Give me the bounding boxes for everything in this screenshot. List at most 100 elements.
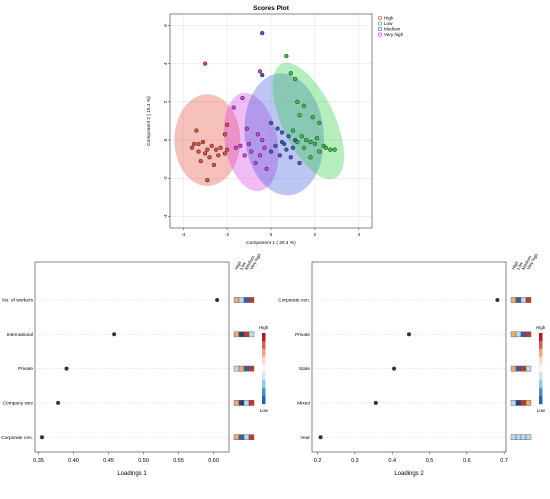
group-label: Low bbox=[516, 260, 525, 270]
heat-cell bbox=[515, 297, 522, 303]
data-point bbox=[216, 153, 221, 158]
data-point bbox=[196, 149, 201, 154]
x-tick-label: 4 bbox=[358, 232, 361, 237]
heat-cell bbox=[525, 400, 532, 406]
data-point bbox=[196, 141, 201, 147]
scale-segment bbox=[539, 396, 543, 405]
plot-frame bbox=[34, 261, 230, 453]
confidence-ellipse bbox=[174, 94, 241, 186]
y-tick-label: -4 bbox=[163, 214, 168, 218]
y-tick-label: 6 bbox=[163, 24, 168, 27]
group-label: High bbox=[234, 260, 243, 271]
loading-dot bbox=[373, 400, 378, 405]
data-point bbox=[297, 160, 302, 166]
heat-cell bbox=[238, 400, 245, 406]
heat-cell bbox=[520, 434, 527, 441]
category-label: Year bbox=[300, 435, 310, 441]
loading-dot bbox=[392, 366, 397, 371]
scale-high-label: High bbox=[259, 325, 269, 330]
heat-cell bbox=[515, 365, 522, 372]
data-point bbox=[249, 149, 254, 154]
x-axis-label: Component 1 ( 20.4 %) bbox=[246, 240, 296, 246]
category-label: Company size bbox=[3, 401, 34, 407]
data-point bbox=[284, 53, 289, 59]
data-point bbox=[293, 76, 298, 82]
data-point bbox=[286, 134, 291, 139]
category-label: State bbox=[299, 366, 311, 372]
heat-cell bbox=[238, 297, 245, 303]
scale-segment bbox=[262, 388, 266, 397]
x-tick-label: 0.50 bbox=[138, 458, 149, 464]
category-label: Mixed bbox=[297, 401, 310, 407]
data-point bbox=[255, 132, 260, 137]
scale-low-label: Low bbox=[260, 408, 269, 413]
scale-segment bbox=[539, 333, 543, 342]
data-point bbox=[257, 153, 263, 158]
data-point bbox=[238, 143, 243, 148]
data-point bbox=[213, 147, 219, 152]
data-point bbox=[260, 137, 265, 143]
data-point bbox=[277, 153, 282, 158]
data-point bbox=[205, 147, 210, 152]
data-point bbox=[262, 145, 267, 150]
data-point bbox=[301, 103, 307, 108]
category-label: Corporate cen. bbox=[278, 298, 310, 304]
data-point bbox=[328, 147, 333, 152]
heat-cell bbox=[233, 400, 240, 406]
heat-cell bbox=[510, 434, 517, 441]
data-point bbox=[209, 143, 214, 148]
loading-dot bbox=[215, 298, 220, 302]
data-point bbox=[224, 147, 230, 152]
scale-low-label: Low bbox=[537, 408, 546, 413]
heat-cell bbox=[510, 365, 517, 372]
scale-segment bbox=[539, 372, 543, 381]
data-point bbox=[279, 130, 285, 135]
data-point bbox=[297, 113, 302, 118]
y-tick-label: -2 bbox=[163, 176, 168, 180]
heat-cell bbox=[243, 331, 250, 338]
data-point bbox=[224, 122, 230, 127]
heat-cell bbox=[238, 434, 245, 441]
heat-cell bbox=[243, 434, 250, 441]
loadings-2-plot: Corporate cen.PrivateStateMixedYearHighL… bbox=[278, 252, 546, 477]
x-tick-label: 0.2 bbox=[314, 458, 322, 464]
legend-marker bbox=[377, 32, 383, 37]
scale-segment bbox=[262, 348, 266, 357]
heat-cell bbox=[248, 331, 255, 338]
loadings-1-plot: No. of workers International Private Compan… bbox=[1, 252, 269, 477]
data-point bbox=[246, 141, 252, 147]
data-point bbox=[323, 145, 329, 150]
group-label: Low bbox=[239, 260, 248, 270]
data-point bbox=[260, 72, 265, 78]
data-point bbox=[202, 61, 208, 66]
heat-cell bbox=[238, 365, 245, 372]
data-point bbox=[260, 30, 265, 36]
category-label: No. of workers bbox=[2, 298, 34, 304]
legend-label: Very high bbox=[384, 32, 404, 37]
loading-dot bbox=[56, 400, 61, 405]
data-point bbox=[205, 178, 210, 183]
group-label: High bbox=[511, 260, 520, 271]
scale-segment bbox=[539, 364, 543, 373]
data-point bbox=[211, 162, 217, 168]
data-point bbox=[303, 137, 309, 143]
y-tick-label: 4 bbox=[163, 62, 168, 65]
x-tick-label: 0.5 bbox=[426, 458, 434, 464]
data-point bbox=[200, 139, 206, 145]
data-point bbox=[222, 132, 228, 137]
data-point bbox=[233, 145, 239, 150]
heat-cell bbox=[243, 365, 250, 372]
data-point bbox=[317, 120, 322, 126]
x-tick-label: 0.55 bbox=[173, 458, 184, 464]
confidence-ellipse bbox=[272, 62, 345, 180]
legend-label: Low bbox=[384, 21, 393, 26]
heat-cell bbox=[243, 400, 250, 406]
data-point bbox=[288, 155, 293, 160]
y-tick-label: 0 bbox=[163, 138, 168, 141]
data-point bbox=[308, 155, 313, 160]
heat-cell bbox=[248, 297, 255, 303]
category-label: Corporate cen. bbox=[1, 435, 33, 441]
x-tick-label: 0.4 bbox=[388, 458, 396, 464]
heat-cell bbox=[520, 331, 527, 338]
